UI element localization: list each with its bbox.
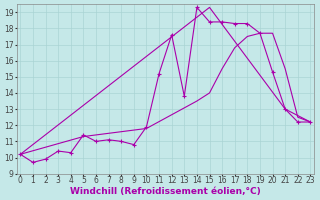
X-axis label: Windchill (Refroidissement éolien,°C): Windchill (Refroidissement éolien,°C) [70,187,261,196]
